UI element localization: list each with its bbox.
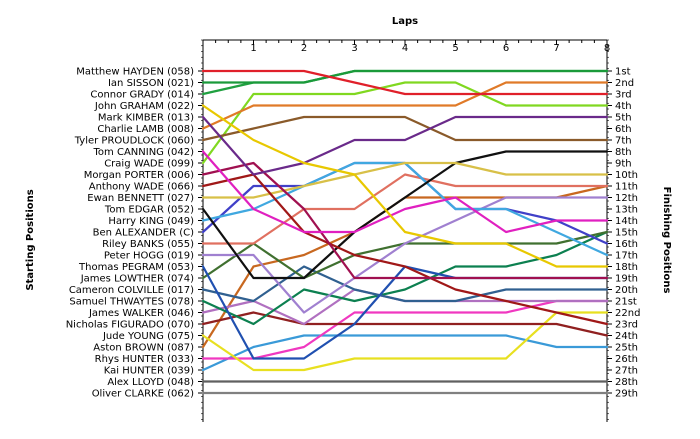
driver-label: Tom EDGAR (052) [104, 205, 194, 216]
finish-label: 5th [615, 113, 632, 124]
driver-label: Tom CANNING (042) [93, 147, 195, 158]
driver-label: Charlie LAMB (008) [97, 124, 194, 135]
finish-label: 13th [615, 205, 638, 216]
finish-label: 17th [615, 251, 638, 262]
x-tick-label: 5 [452, 43, 458, 54]
finish-label: 14th [615, 216, 638, 227]
finish-label: 4th [615, 101, 632, 112]
driver-label: Craig WADE (099) [104, 159, 194, 170]
driver-label: Jude YOUNG (075) [102, 331, 194, 342]
series-line [201, 81, 609, 130]
driver-label: Harry KING (049) [108, 216, 194, 227]
series-line [201, 161, 609, 280]
finish-label: 22nd [615, 308, 640, 319]
series-line [201, 173, 609, 326]
finish-label: 26th [615, 354, 638, 365]
series-line [201, 265, 609, 303]
series-line [201, 173, 609, 245]
x-tick-label: 6 [503, 43, 509, 54]
finish-label: 15th [615, 228, 638, 239]
finish-label: 3rd [615, 90, 632, 101]
finish-label: 27th [615, 366, 638, 377]
driver-label: Rhys HUNTER (033) [95, 354, 194, 365]
finish-label: 21st [615, 297, 637, 308]
series-line [201, 69, 609, 84]
driver-label: Peter HOGG (019) [104, 251, 194, 262]
driver-label: Samuel THWAYTES (078) [69, 297, 194, 308]
driver-label: Cameron COLVILLE (017) [69, 285, 194, 296]
driver-label: Ian SISSON (021) [108, 78, 194, 89]
finish-label: 6th [615, 124, 632, 135]
finish-label: 16th [615, 239, 638, 250]
driver-label: Ewan BENNETT (027) [87, 193, 194, 204]
x-tick-label: 3 [351, 43, 357, 54]
series-line [201, 150, 609, 234]
y-axis-label-right: Finishing Positions [661, 187, 672, 294]
finish-label: 11th [615, 182, 638, 193]
driver-label: Nicholas FIGURADO (070) [66, 320, 194, 331]
finish-label: 18th [615, 262, 638, 273]
finish-label: 20th [615, 285, 638, 296]
driver-label: Thomas PEGRAM (053) [78, 262, 194, 273]
finish-label: 10th [615, 170, 638, 181]
driver-label: Connor GRADY (014) [90, 90, 194, 101]
driver-label: Riley BANKS (055) [102, 239, 194, 250]
finish-label: 1st [615, 67, 631, 78]
series-line [201, 69, 609, 96]
y-axis-label-left: Starting Positions [25, 189, 36, 290]
driver-label: Tyler PROUDLOCK (060) [74, 136, 194, 147]
driver-label: James LOWTHER (074) [80, 274, 194, 285]
series-line [201, 311, 609, 337]
finish-label: 2nd [615, 78, 634, 89]
driver-label: Alex LLOYD (048) [107, 377, 194, 388]
driver-label: Kai HUNTER (039) [104, 366, 194, 377]
series-line [201, 150, 609, 280]
finish-label: 25th [615, 343, 638, 354]
finish-label: 12th [615, 193, 638, 204]
driver-label: Matthew HAYDEN (058) [76, 67, 194, 78]
finish-label: 9th [615, 159, 632, 170]
series-line [201, 115, 609, 176]
series-line [201, 115, 609, 142]
finish-label: 28th [615, 377, 638, 388]
series-line [201, 104, 609, 268]
driver-label: Oliver CLARKE (062) [92, 389, 194, 400]
series-line [201, 299, 609, 360]
finish-label: 8th [615, 147, 632, 158]
series-line [201, 230, 609, 280]
series-line [201, 196, 609, 314]
driver-label: Aston BROWN (087) [93, 343, 194, 354]
x-tick-label: 7 [553, 43, 559, 54]
x-tick-label: 4 [402, 43, 408, 54]
finish-label: 23rd [615, 320, 638, 331]
series-line [201, 81, 609, 165]
driver-label: James WALKER (046) [88, 308, 194, 319]
driver-label: Ben ALEXANDER (C) [93, 228, 194, 239]
series-line [201, 334, 609, 372]
driver-label: John GRAHAM (022) [94, 101, 194, 112]
series-line [201, 161, 609, 199]
x-tick-label: 8 [604, 43, 610, 54]
driver-label: Anthony WADE (066) [89, 182, 194, 193]
chart-title: Laps [392, 16, 418, 27]
driver-label: Mark KIMBER (013) [98, 113, 194, 124]
driver-label: Morgan PORTER (006) [84, 170, 194, 181]
finish-label: 19th [615, 274, 638, 285]
series-line [201, 311, 609, 372]
finish-label: 24th [615, 331, 638, 342]
x-tick-label: 1 [250, 43, 256, 54]
finish-label: 29th [615, 389, 638, 400]
x-tick-label: 2 [301, 43, 307, 54]
finish-label: 7th [615, 136, 632, 147]
